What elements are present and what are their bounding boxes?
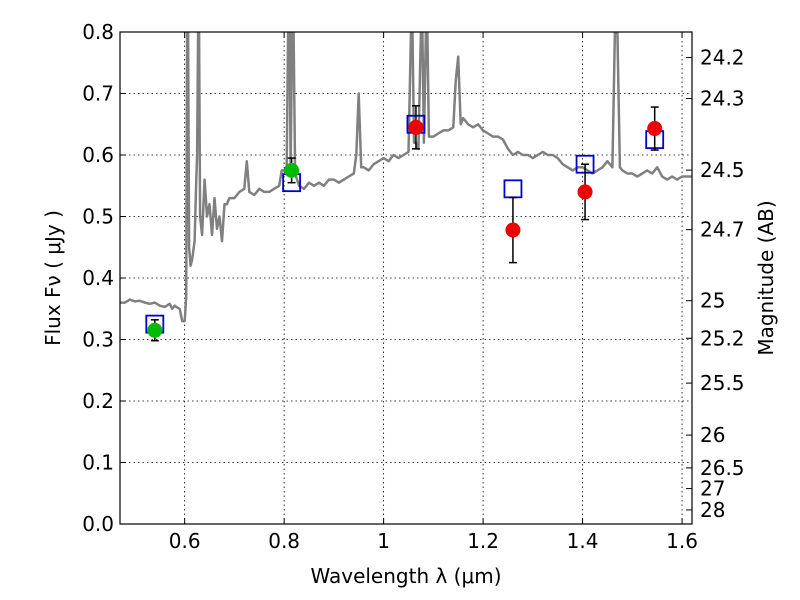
mag-tick-label: 26 bbox=[700, 423, 725, 447]
x-tick-label: 1.6 bbox=[666, 529, 698, 553]
x-tick-label: 1.2 bbox=[467, 529, 499, 553]
observed-points-series bbox=[147, 119, 663, 338]
x-tick-label: 1 bbox=[377, 529, 390, 553]
mag-tick-label: 24.7 bbox=[700, 218, 745, 242]
grid bbox=[120, 31, 692, 525]
x-tick-label: 0.8 bbox=[268, 529, 300, 553]
y-tick-label: 0.2 bbox=[82, 389, 114, 413]
observed-point-red bbox=[577, 184, 593, 200]
y-tick-label: 0.8 bbox=[82, 20, 114, 44]
mag-tick-label: 24.3 bbox=[700, 87, 745, 111]
x-axis-label: Wavelength λ (μm) bbox=[310, 564, 501, 588]
x-tick-label: 0.6 bbox=[169, 529, 201, 553]
y-tick-label: 0.0 bbox=[82, 512, 114, 536]
mag-tick-label: 24.5 bbox=[700, 158, 745, 182]
mag-tick-label: 25 bbox=[700, 289, 725, 313]
x-tick-label: 1.4 bbox=[567, 529, 599, 553]
observed-point-red bbox=[647, 121, 663, 137]
mag-tick-label: 25.5 bbox=[700, 371, 745, 395]
y-tick-label: 0.7 bbox=[82, 82, 114, 106]
axis-ticks: 0.6 0.8 1 1.2 1.4 1.6 0.0 0.1 0.2 0.3 0.4 0.5 0.6 0.7… bbox=[82, 20, 744, 553]
y-axis-label: Flux Fν ( μJy ) bbox=[41, 210, 65, 346]
observed-point-red bbox=[408, 119, 424, 135]
observed-point-green bbox=[284, 162, 300, 178]
y-tick-label: 0.5 bbox=[82, 205, 114, 229]
y2-axis-label: Magnitude (AB) bbox=[754, 200, 778, 355]
model-point bbox=[503, 179, 523, 199]
mag-tick-label: 26.5 bbox=[700, 456, 745, 480]
spectrum-series bbox=[120, 32, 692, 323]
mag-tick-label: 27 bbox=[700, 477, 725, 501]
mag-tick-label: 28 bbox=[700, 498, 725, 522]
y-tick-label: 0.6 bbox=[82, 143, 114, 167]
observed-point-red bbox=[505, 222, 521, 238]
spectrum-line bbox=[120, 32, 692, 323]
observed-point-green bbox=[147, 322, 163, 338]
mag-tick-label: 24.2 bbox=[700, 45, 745, 69]
y-tick-label: 0.4 bbox=[82, 266, 114, 290]
mag-tick-label: 25.2 bbox=[700, 326, 745, 350]
y-tick-label: 0.1 bbox=[82, 451, 114, 475]
y-tick-label: 0.3 bbox=[82, 328, 114, 352]
